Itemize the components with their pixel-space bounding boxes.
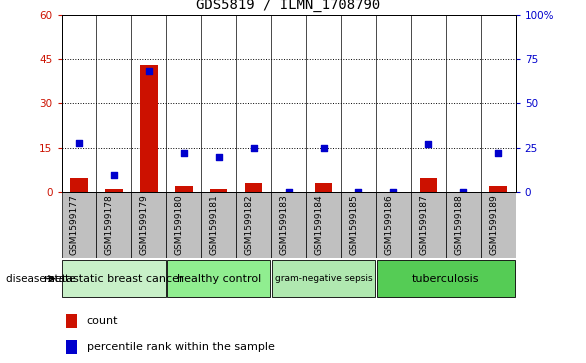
Text: tuberculosis: tuberculosis [412, 274, 479, 284]
Bar [62, 260, 166, 297]
Bar [489, 187, 507, 192]
Text: GSM1599182: GSM1599182 [245, 194, 254, 255]
Bar [446, 192, 481, 258]
Text: count: count [87, 316, 118, 326]
Text: GSM1599180: GSM1599180 [175, 194, 184, 255]
Bar [271, 192, 306, 258]
Bar [62, 192, 97, 258]
Bar [167, 260, 271, 297]
Bar [97, 192, 131, 258]
Point [249, 145, 258, 151]
Bar [341, 192, 376, 258]
Point [284, 189, 294, 195]
Bar [481, 192, 516, 258]
Point [424, 142, 433, 147]
Bar [70, 178, 88, 192]
Bar [411, 192, 446, 258]
Point [319, 145, 328, 151]
Point [74, 140, 84, 146]
Bar [140, 65, 158, 192]
Bar [175, 187, 193, 192]
Bar [420, 178, 437, 192]
Text: GSM1599181: GSM1599181 [210, 194, 219, 255]
Text: GSM1599178: GSM1599178 [105, 194, 114, 255]
Bar [105, 189, 122, 192]
Bar [376, 192, 411, 258]
Point [109, 172, 118, 178]
Text: GSM1599189: GSM1599189 [489, 194, 498, 255]
Point [179, 150, 189, 156]
Point [214, 154, 223, 160]
Text: metastatic breast cancer: metastatic breast cancer [44, 274, 184, 284]
Point [144, 69, 154, 74]
Text: GSM1599187: GSM1599187 [420, 194, 428, 255]
Text: gram-negative sepsis: gram-negative sepsis [275, 274, 372, 283]
Text: GSM1599183: GSM1599183 [280, 194, 289, 255]
Bar [201, 192, 236, 258]
Bar [272, 260, 375, 297]
Text: GSM1599177: GSM1599177 [70, 194, 79, 255]
Point [354, 189, 363, 195]
Bar [306, 192, 341, 258]
Point [389, 189, 398, 195]
Bar [166, 192, 201, 258]
Point [459, 189, 468, 195]
Bar [236, 192, 271, 258]
Bar [377, 260, 515, 297]
Bar [315, 184, 332, 192]
Bar [210, 189, 227, 192]
Bar [245, 184, 263, 192]
Text: GSM1599186: GSM1599186 [384, 194, 393, 255]
Text: GSM1599179: GSM1599179 [140, 194, 149, 255]
Text: GSM1599185: GSM1599185 [349, 194, 359, 255]
Text: GSM1599188: GSM1599188 [454, 194, 464, 255]
Text: GSM1599184: GSM1599184 [315, 194, 323, 255]
Text: percentile rank within the sample: percentile rank within the sample [87, 342, 274, 352]
Bar [131, 192, 166, 258]
Text: healthy control: healthy control [176, 274, 261, 284]
Bar [66, 314, 77, 328]
Text: disease state: disease state [6, 274, 76, 284]
Bar [66, 340, 77, 354]
Title: GDS5819 / ILMN_1708790: GDS5819 / ILMN_1708790 [196, 0, 381, 12]
Point [493, 150, 503, 156]
